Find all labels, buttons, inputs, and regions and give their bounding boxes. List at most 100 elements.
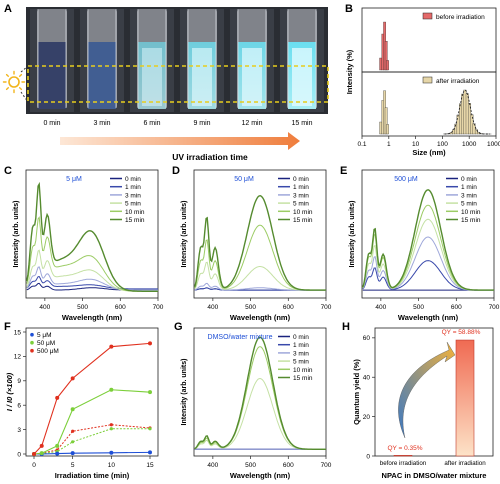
qy-bar-1 [455,339,475,457]
mixture-spectra-plot: 400 500 600 700 Wavelength (nm) Intensity (ar… [181,327,332,480]
f-legend-label: 500 μM [37,348,59,355]
legend-label-5: 15 min [293,375,313,382]
f-point [70,407,75,412]
panel-letter-f: F [4,321,11,333]
f-ytick-label: 6 [17,403,21,410]
panel-b: B before irradiation after irradiation 0… [345,3,500,157]
legend-label-2: 3 min [293,192,309,199]
wavelength-tick-label: 600 [283,462,294,469]
concentration-label: 500 μM [394,176,418,183]
legend-label-0: 0 min [293,176,309,183]
plot-frame-f [25,327,159,457]
legend-label-1: 1 min [293,342,309,349]
f-legend-label: 5 μM [37,332,52,339]
f-point [70,376,75,381]
f-dashed-point [109,423,113,427]
f-ytick-label: 0 [17,451,21,458]
wavelength-axis-label: Wavelength (nm) [398,313,459,322]
f-dashed-point [71,429,75,433]
plot-frame [193,327,327,457]
f-xtick-label: 5 [71,462,75,469]
legend-label-5: 15 min [293,217,313,224]
f-xtick-label: 10 [108,462,116,469]
size-tick-label: 10 [412,141,420,148]
h-ytick-label: 0 [366,453,370,460]
after-bar-small [386,124,389,135]
improvement-arrow [398,341,456,439]
time-label-2: 6 min [143,120,160,127]
spectrum-curve-3 [194,377,326,450]
wavelength-tick-label: 400 [39,304,50,311]
legend-label-4: 10 min [461,209,481,216]
uv-time-arrow [60,132,300,150]
f-xtick-label: 15 [146,462,154,469]
f-point [55,443,60,448]
wavelength-tick-label: 500 [77,304,88,311]
spectrum-curve-4 [26,216,158,292]
panel-letter-g: G [174,321,183,333]
concentration-label: 50 μM [234,176,254,183]
legend-swatch-after [422,76,433,84]
wavelength-tick-label: 500 [245,304,256,311]
plot-frame [25,169,159,299]
size-axis-label: Size (nm) [412,148,446,157]
spectra-row: C 400 500 600 700 Wavelength (nm) Intensity (a… [4,165,500,322]
legend-label-0: 0 min [461,176,477,183]
legend-label-2: 3 min [293,350,309,357]
vial-solution [88,42,116,109]
wavelength-axis-label: Wavelength (nm) [230,313,291,322]
f-ylabel: I / I0 (×100) [5,372,14,411]
legend-label-after: after irradiation [436,78,480,85]
legend-label-4: 10 min [125,209,145,216]
f-series-line [33,389,151,455]
qy-annotation-after: QY = 58.88% [442,329,481,336]
legend-label-2: 3 min [461,192,477,199]
f-dashed-line [33,428,150,455]
f-ytick-label: 12 [14,354,22,361]
wavelength-axis-label: Wavelength (nm) [230,471,291,480]
legend-label-1: 1 min [461,184,477,191]
panel-letter-a: A [4,3,12,15]
f-legend-marker [30,340,34,345]
size-axis-ticks: 0.1 1 10 100 1000 10000 [357,136,500,148]
time-label-4: 12 min [241,120,262,127]
f-point [148,341,152,346]
plot-frame [193,169,327,299]
size-tick-label: 0.1 [357,141,366,148]
f-legend-label: 50 μM [37,340,55,347]
wavelength-tick-label: 600 [115,304,126,311]
f-point [55,395,60,400]
qy-annotation-before: QY = 0.35% [387,445,422,452]
f-series-line [33,342,151,455]
f-ytick-label: 15 [14,329,22,336]
h-ytick-label: 40 [363,375,371,382]
h-xlabel: NPAC in DMSO/water mixture [382,471,487,480]
legend-label-5: 15 min [461,217,481,224]
before-bar [384,41,388,71]
legend-label-3: 5 min [293,359,309,366]
f-legend-marker [30,332,34,337]
vial-emission [192,48,212,106]
f-legend-marker [30,348,34,353]
panel-letter: D [172,165,180,177]
f-point [148,390,152,395]
f-point [109,344,114,349]
legend-label-4: 10 min [293,209,313,216]
legend-label-4: 10 min [293,367,313,374]
vial-emission [292,48,312,106]
legend-swatch-before [422,12,433,20]
f-point [148,450,152,455]
qy-bar-0 [393,455,413,457]
wavelength-tick-label: 400 [207,462,218,469]
f-xlabel: Irradiation time (min) [55,471,130,480]
time-labels: 0 min 3 min 6 min 9 min 12 min 15 min [43,120,312,127]
size-tick-label: 100 [437,141,448,148]
spectrum-curve-5 [362,189,494,291]
intensity-axis-label: Intensity (arb. units) [13,201,20,268]
dashed-highlight-box [27,65,329,103]
intensity-axis-label: Intensity (arb. units) [349,201,356,268]
h-ytick-label: 20 [363,414,371,421]
